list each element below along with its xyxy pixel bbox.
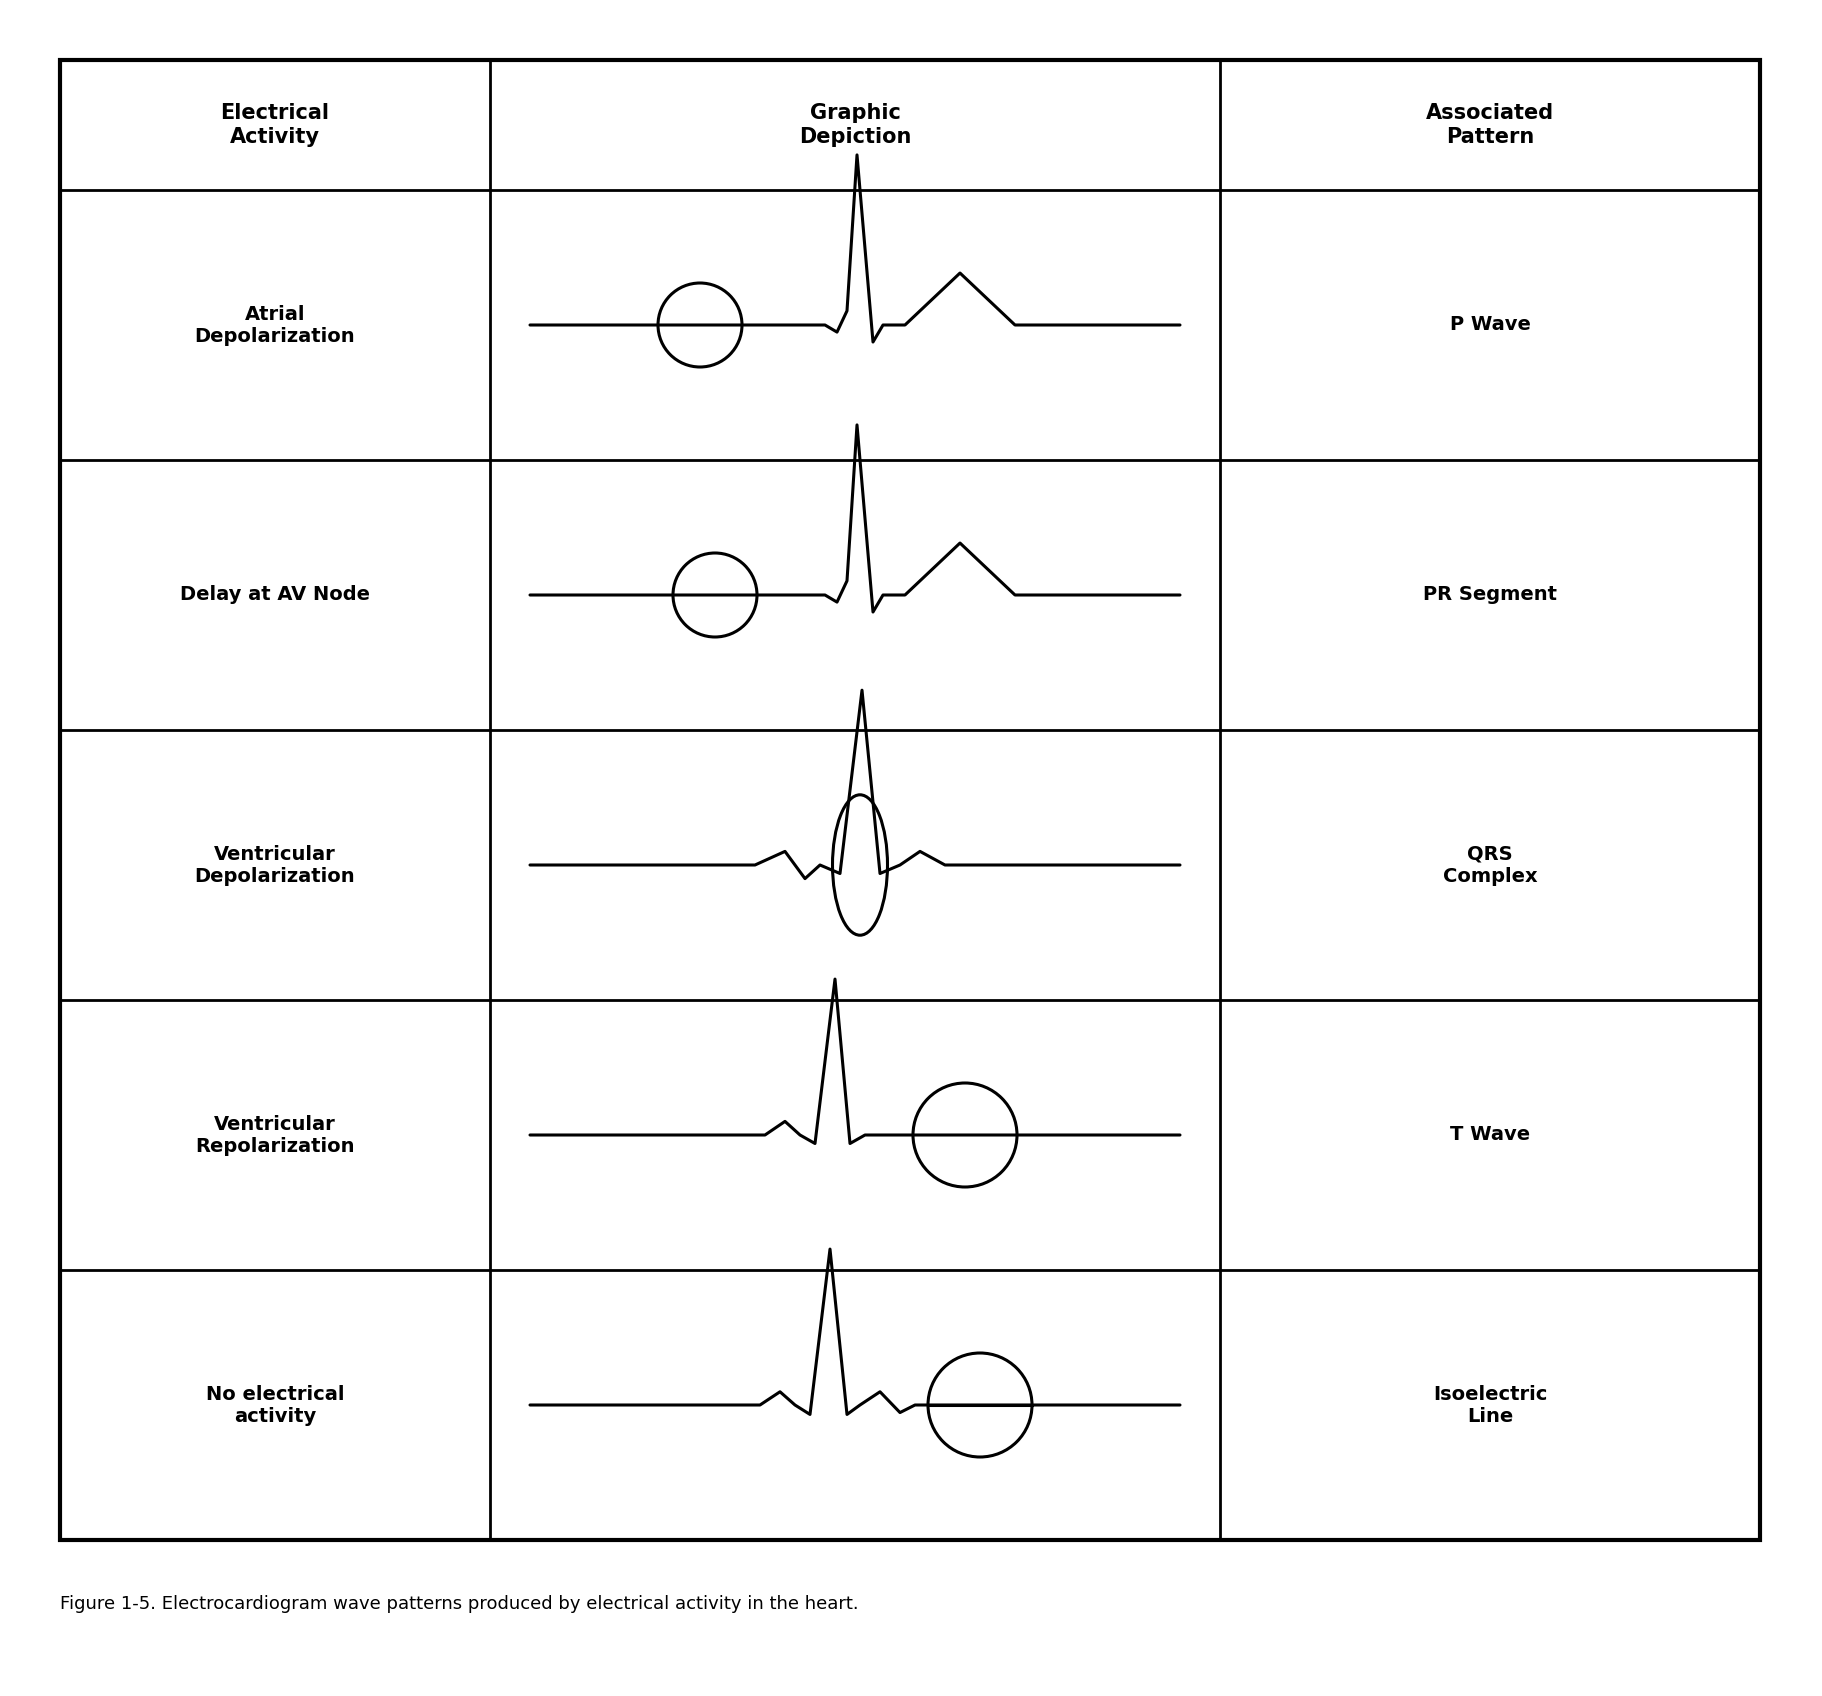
- Text: Figure 1-5. Electrocardiogram wave patterns produced by electrical activity in t: Figure 1-5. Electrocardiogram wave patte…: [60, 1594, 858, 1613]
- Text: Ventricular
Depolarization: Ventricular Depolarization: [195, 845, 355, 885]
- Text: Associated
Pattern: Associated Pattern: [1427, 103, 1554, 146]
- Text: Delay at AV Node: Delay at AV Node: [180, 585, 370, 604]
- Text: Electrical
Activity: Electrical Activity: [220, 103, 330, 146]
- Text: T Wave: T Wave: [1450, 1126, 1530, 1145]
- Text: No electrical
activity: No electrical activity: [206, 1384, 344, 1426]
- Text: Isoelectric
Line: Isoelectric Line: [1432, 1384, 1547, 1426]
- Text: Graphic
Depiction: Graphic Depiction: [798, 103, 911, 146]
- Text: P Wave: P Wave: [1450, 315, 1530, 334]
- Text: QRS
Complex: QRS Complex: [1443, 845, 1538, 885]
- Text: Atrial
Depolarization: Atrial Depolarization: [195, 305, 355, 346]
- Text: Ventricular
Repolarization: Ventricular Repolarization: [195, 1114, 355, 1155]
- Text: PR Segment: PR Segment: [1423, 585, 1558, 604]
- Bar: [60, 59, 1760, 1540]
